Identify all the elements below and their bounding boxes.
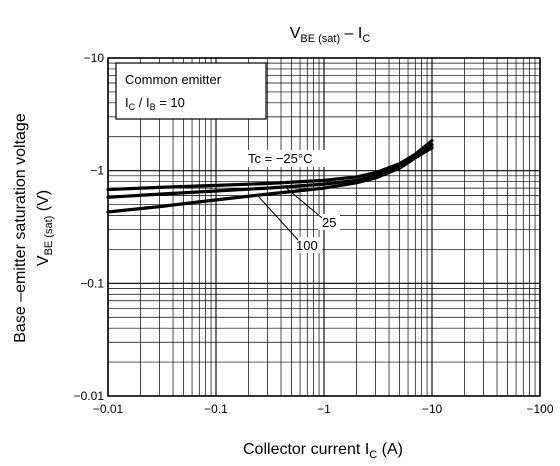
series-line-1: [106, 143, 434, 199]
series-layer: [106, 139, 434, 214]
y-axis-label-line2: VBE (sat) (V): [35, 190, 55, 266]
label-bg-25: [318, 214, 340, 230]
series-line-0: [106, 139, 434, 192]
axis-ticks: −0.01 −0.1 −1 −10 −100 −0.01 −0.1 −1 −10: [74, 51, 554, 416]
x-tick-label: −10: [422, 402, 443, 416]
label-bg-tc-25: [244, 150, 330, 167]
y-axis-label-line1: Base –emitter saturation voltage: [12, 113, 29, 343]
y-tick-label: −1: [90, 164, 104, 178]
x-tick-label: −0.01: [93, 402, 124, 416]
chart-title: VBE (sat) – IC: [290, 25, 371, 45]
label-bg-100: [292, 237, 322, 253]
series-label-25: 25: [322, 215, 336, 230]
x-tick-label: −1: [317, 402, 331, 416]
legend-line-1: Common emitter: [125, 72, 222, 87]
y-tick-label: −0.1: [80, 276, 104, 290]
series-label-tc-minus25: Tc = −25°C: [248, 151, 312, 166]
y-tick-label: −10: [84, 51, 105, 65]
legend-line-2: IC / IB = 10: [125, 95, 185, 112]
x-axis-label: Collector current IC (A): [243, 441, 403, 461]
leader-25: [283, 185, 323, 219]
legend-frame: [115, 62, 267, 120]
x-tick-label: −0.1: [204, 402, 228, 416]
series-label-100: 100: [296, 238, 318, 253]
x-tick-label: −100: [526, 402, 553, 416]
y-tick-label: −0.01: [74, 389, 105, 403]
legend-box: Common emitter IC / IB = 10: [115, 62, 267, 120]
series-line-2: [106, 146, 434, 214]
series-labels: Tc = −25°C 25 100: [244, 150, 340, 253]
leader-100: [257, 195, 299, 241]
plot-frame: [107, 57, 541, 397]
